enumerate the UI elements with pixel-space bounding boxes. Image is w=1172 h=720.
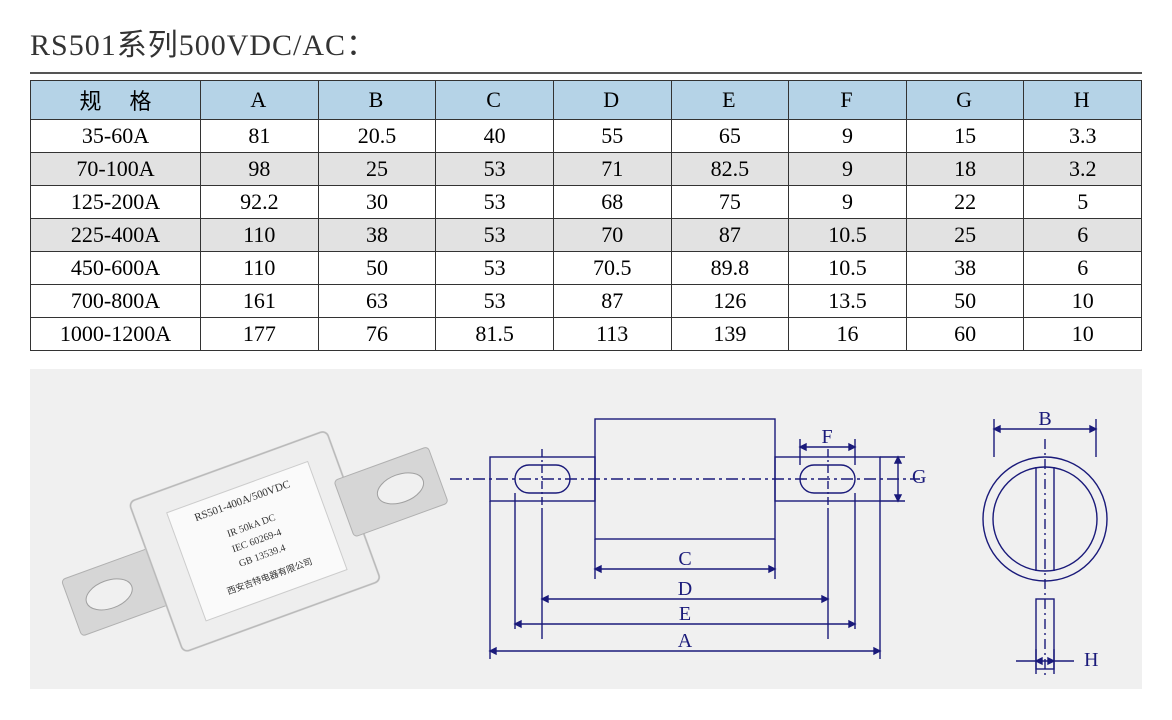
diagram-area: RS501-400A/500VDC IR 50kA DC IEC 60269-4… [30, 369, 1142, 689]
dim-F: F [821, 426, 832, 448]
dim-B: B [1038, 408, 1051, 430]
table-cell: 53 [436, 186, 554, 219]
table-cell: 50 [906, 285, 1024, 318]
table-row: 450-600A110505370.589.810.5386 [31, 252, 1142, 285]
title-divider [30, 72, 1142, 74]
table-cell: 75 [671, 186, 789, 219]
col-A: A [201, 81, 319, 120]
table-row: 225-400A1103853708710.5256 [31, 219, 1142, 252]
table-cell: 18 [906, 153, 1024, 186]
table-cell: 161 [201, 285, 319, 318]
table-cell: 450-600A [31, 252, 201, 285]
table-cell: 3.3 [1024, 120, 1142, 153]
dim-D: D [678, 578, 692, 600]
table-cell: 87 [553, 285, 671, 318]
table-cell: 81 [201, 120, 319, 153]
table-cell: 126 [671, 285, 789, 318]
table-cell: 225-400A [31, 219, 201, 252]
table-cell: 110 [201, 252, 319, 285]
table-cell: 53 [436, 252, 554, 285]
table-row: 70-100A9825537182.59183.2 [31, 153, 1142, 186]
side-drawing: B H [983, 408, 1107, 679]
dim-E: E [679, 603, 691, 625]
table-cell: 20.5 [318, 120, 436, 153]
diagram-svg: RS501-400A/500VDC IR 50kA DC IEC 60269-4… [30, 369, 1142, 689]
table-cell: 10.5 [789, 252, 907, 285]
col-B: B [318, 81, 436, 120]
table-cell: 10 [1024, 285, 1142, 318]
product-photo: RS501-400A/500VDC IR 50kA DC IEC 60269-4… [44, 400, 465, 684]
table-cell: 53 [436, 285, 554, 318]
table-cell: 76 [318, 318, 436, 351]
table-cell: 125-200A [31, 186, 201, 219]
front-drawing: F G C D E A [450, 419, 926, 659]
table-cell: 63 [318, 285, 436, 318]
table-cell: 6 [1024, 219, 1142, 252]
table-row: 700-800A16163538712613.55010 [31, 285, 1142, 318]
table-cell: 82.5 [671, 153, 789, 186]
table-cell: 53 [436, 219, 554, 252]
table-cell: 70 [553, 219, 671, 252]
table-cell: 177 [201, 318, 319, 351]
table-cell: 60 [906, 318, 1024, 351]
table-cell: 10 [1024, 318, 1142, 351]
table-cell: 113 [553, 318, 671, 351]
table-cell: 70-100A [31, 153, 201, 186]
table-row: 125-200A92.2305368759225 [31, 186, 1142, 219]
dim-C: C [678, 548, 691, 570]
dim-H: H [1084, 649, 1098, 671]
table-cell: 3.2 [1024, 153, 1142, 186]
col-D: D [553, 81, 671, 120]
table-cell: 92.2 [201, 186, 319, 219]
table-cell: 81.5 [436, 318, 554, 351]
table-cell: 98 [201, 153, 319, 186]
table-cell: 35-60A [31, 120, 201, 153]
table-cell: 9 [789, 120, 907, 153]
table-cell: 55 [553, 120, 671, 153]
table-cell: 13.5 [789, 285, 907, 318]
table-cell: 38 [318, 219, 436, 252]
table-cell: 1000-1200A [31, 318, 201, 351]
table-cell: 87 [671, 219, 789, 252]
table-cell: 15 [906, 120, 1024, 153]
table-cell: 70.5 [553, 252, 671, 285]
table-cell: 53 [436, 153, 554, 186]
table-cell: 6 [1024, 252, 1142, 285]
table-cell: 16 [789, 318, 907, 351]
spec-table: 规格 A B C D E F G H 35-60A8120.5405565915… [30, 80, 1142, 351]
dim-A: A [678, 630, 693, 652]
col-H: H [1024, 81, 1142, 120]
table-cell: 89.8 [671, 252, 789, 285]
table-cell: 5 [1024, 186, 1142, 219]
table-cell: 65 [671, 120, 789, 153]
table-cell: 700-800A [31, 285, 201, 318]
table-cell: 25 [906, 219, 1024, 252]
table-cell: 139 [671, 318, 789, 351]
table-cell: 50 [318, 252, 436, 285]
col-F: F [789, 81, 907, 120]
page-title: RS501系列500VDC/AC： [30, 20, 1142, 64]
col-C: C [436, 81, 554, 120]
dim-G: G [912, 466, 926, 488]
col-E: E [671, 81, 789, 120]
table-cell: 30 [318, 186, 436, 219]
table-cell: 110 [201, 219, 319, 252]
col-spec: 规格 [31, 81, 201, 120]
table-cell: 9 [789, 186, 907, 219]
table-row: 1000-1200A1777681.5113139166010 [31, 318, 1142, 351]
table-header-row: 规格 A B C D E F G H [31, 81, 1142, 120]
table-cell: 25 [318, 153, 436, 186]
col-G: G [906, 81, 1024, 120]
table-cell: 68 [553, 186, 671, 219]
table-cell: 71 [553, 153, 671, 186]
table-cell: 9 [789, 153, 907, 186]
table-row: 35-60A8120.54055659153.3 [31, 120, 1142, 153]
table-cell: 22 [906, 186, 1024, 219]
table-cell: 38 [906, 252, 1024, 285]
table-cell: 10.5 [789, 219, 907, 252]
table-cell: 40 [436, 120, 554, 153]
